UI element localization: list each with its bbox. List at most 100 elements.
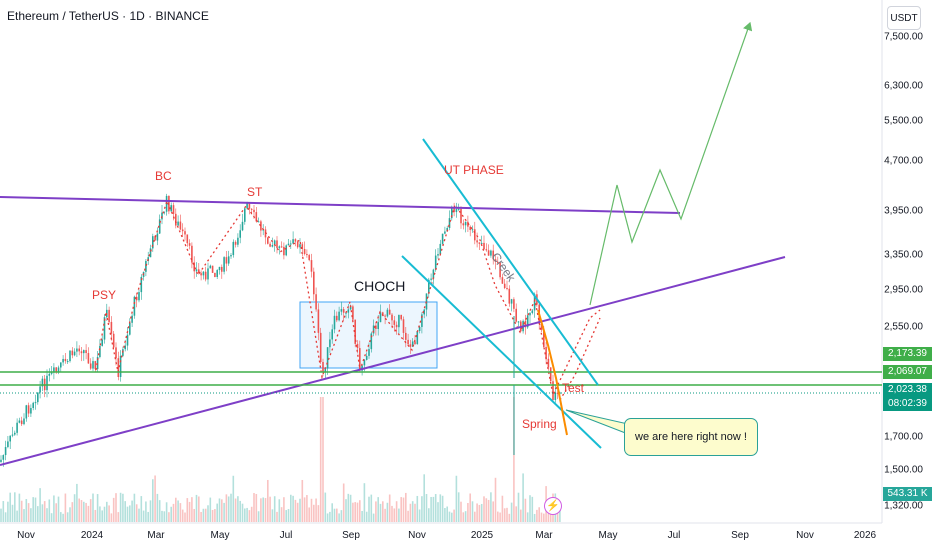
- volume-bar: [428, 508, 430, 522]
- volume-bar: [370, 494, 373, 522]
- candle-body: [549, 367, 552, 382]
- volume-bar: [131, 500, 133, 522]
- candle-body: [554, 392, 557, 401]
- volume-bar: [175, 497, 177, 522]
- volume-bar: [227, 496, 230, 522]
- volume-bar: [490, 492, 492, 522]
- volume-bar: [522, 473, 524, 522]
- candle-body: [506, 287, 508, 289]
- candle-body: [221, 266, 223, 272]
- candle-body: [382, 312, 384, 316]
- candle-body: [131, 315, 133, 323]
- candle-body: [179, 221, 182, 230]
- test-projection: [559, 317, 601, 401]
- volume-bar: [347, 493, 350, 522]
- candle-body: [303, 248, 306, 254]
- candle-body: [428, 279, 430, 294]
- candle-body: [175, 213, 177, 226]
- candle-body: [474, 229, 476, 241]
- candle-body: [324, 368, 327, 373]
- volume-bar: [218, 498, 221, 522]
- projection-path: [589, 21, 753, 306]
- volume-bar: [269, 496, 271, 522]
- candle-body: [112, 333, 115, 348]
- volume-bar: [129, 505, 131, 522]
- candle-body: [126, 334, 129, 346]
- candle-body: [64, 358, 67, 362]
- volume-bar: [336, 508, 338, 522]
- candle-body: [492, 250, 494, 260]
- candle-body: [202, 271, 205, 276]
- volume-bar: [108, 505, 110, 522]
- candles: [0, 193, 561, 467]
- support-trendline[interactable]: [0, 256, 786, 466]
- candle-body: [2, 455, 5, 460]
- candle-body: [439, 243, 442, 255]
- price-tick: 5,500.00: [884, 115, 923, 127]
- volume-bar: [106, 501, 108, 522]
- candle-body: [296, 241, 299, 248]
- volume-bar: [434, 494, 437, 522]
- volume-bar: [253, 493, 255, 522]
- candle-body: [50, 372, 53, 374]
- volume-bar: [437, 502, 439, 522]
- spring-label: Spring: [522, 417, 557, 431]
- candle-body: [241, 221, 244, 231]
- volume-bar: [23, 509, 25, 522]
- candle-body: [60, 362, 62, 368]
- channel-upper-line[interactable]: [422, 138, 599, 386]
- volume-bar: [411, 501, 414, 522]
- time-tick: May: [598, 530, 618, 541]
- volume-bar: [340, 510, 343, 522]
- time-tick: Nov: [17, 530, 35, 541]
- volume-bar: [395, 501, 398, 522]
- candle-body: [331, 329, 333, 340]
- candle-body: [53, 367, 55, 373]
- candle-body: [154, 236, 156, 241]
- price-tick: 6,300.00: [884, 80, 923, 92]
- volume-bar: [402, 497, 405, 522]
- currency-button[interactable]: USDT: [887, 6, 921, 30]
- volume-bar: [89, 499, 92, 522]
- candle-body: [441, 233, 444, 244]
- volume-bar: [119, 492, 122, 522]
- candle-body: [354, 319, 356, 344]
- candle-body: [379, 312, 382, 323]
- volume-bar: [18, 493, 21, 522]
- candle-body: [267, 237, 269, 244]
- candle-body: [434, 255, 437, 270]
- callout-note[interactable]: we are here right now !: [624, 418, 758, 456]
- volume-bar: [487, 499, 490, 522]
- candle-body: [503, 283, 506, 288]
- volume-bar: [469, 493, 471, 522]
- volume-bar: [533, 513, 536, 522]
- volume-bar: [474, 511, 476, 522]
- candle-body: [342, 309, 345, 313]
- volume-bar: [202, 508, 205, 522]
- lightning-icon[interactable]: ⚡: [544, 497, 562, 515]
- choch-box[interactable]: [299, 301, 438, 369]
- candle-body: [487, 250, 490, 256]
- volume-bar: [186, 498, 189, 522]
- candle-body: [352, 306, 354, 320]
- volume-bar: [152, 479, 154, 522]
- candle-body: [9, 435, 11, 442]
- volume-bar: [223, 502, 225, 522]
- volume-bar: [464, 511, 467, 522]
- candle-body: [529, 312, 531, 316]
- volume-bar: [83, 501, 85, 522]
- volume-bar: [101, 510, 103, 522]
- candle-body: [158, 219, 161, 234]
- candle-body: [464, 221, 467, 226]
- candle-body: [260, 221, 262, 231]
- candle-body: [87, 353, 90, 364]
- resistance-line[interactable]: [0, 196, 681, 214]
- time-tick: May: [210, 530, 230, 541]
- volume-bar: [225, 494, 228, 522]
- candle-body: [170, 205, 172, 212]
- candle-body: [27, 405, 30, 414]
- channel-lower-line[interactable]: [401, 255, 602, 449]
- candle-body: [444, 231, 446, 234]
- volume-bar: [43, 501, 46, 522]
